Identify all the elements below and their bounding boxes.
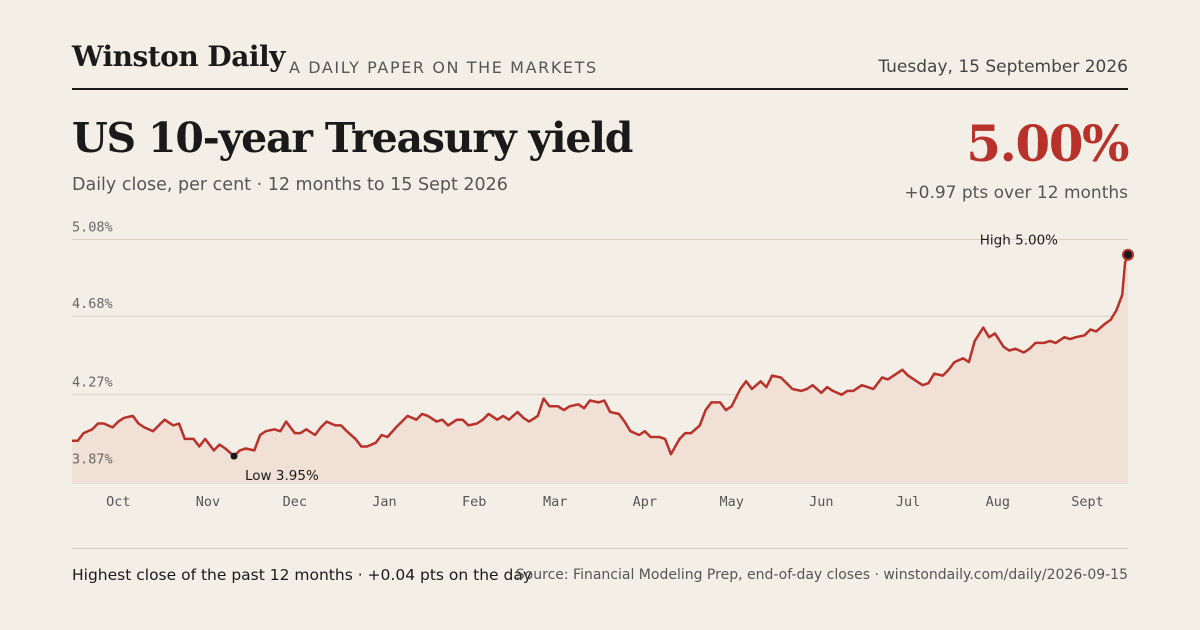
yield-area xyxy=(72,254,1128,483)
high-marker xyxy=(1122,248,1134,261)
x-tick-label: Mar xyxy=(543,494,567,510)
x-tick-label: Oct xyxy=(106,494,130,510)
masthead-tagline: A DAILY PAPER ON THE MARKETS xyxy=(289,58,598,77)
footer-source: Source: Financial Modeling Prep, end-of-… xyxy=(515,567,1128,583)
yield-change-12m: +0.97 pts over 12 months xyxy=(904,183,1128,203)
y-tick-label: 3.87% xyxy=(72,451,113,467)
x-tick-label: Jan xyxy=(372,494,396,510)
footer-note: Highest close of the past 12 months · +0… xyxy=(72,566,533,584)
chart-title: US 10-year Treasury yield xyxy=(72,114,633,162)
high-label: High 5.00% xyxy=(980,233,1058,249)
y-tick-label: 4.68% xyxy=(72,296,113,312)
annotations: Low 3.95% High 5.00% xyxy=(230,233,1134,484)
chart-subtitle: Daily close, per cent · 12 months to 15 … xyxy=(72,175,508,195)
y-tick-label: 4.27% xyxy=(72,375,113,391)
low-marker xyxy=(230,452,238,460)
y-axis-ticks: 3.87% 4.27% 4.68% 5.08% xyxy=(72,219,113,467)
x-tick-label: Nov xyxy=(196,494,220,510)
x-axis-ticks: Oct Nov Dec Jan Feb Mar Apr May Jun Jul Aug Sept xyxy=(106,494,1104,510)
x-tick-label: May xyxy=(719,494,743,510)
masthead-name: Winston Daily xyxy=(72,40,285,73)
x-tick-label: Aug xyxy=(986,494,1010,510)
yield-line xyxy=(72,254,1130,458)
masthead-rule xyxy=(72,88,1128,90)
x-tick-label: Apr xyxy=(633,494,657,510)
current-yield-value: 5.00% xyxy=(966,114,1129,173)
x-tick-label: Sept xyxy=(1071,494,1104,510)
x-tick-label: Jul xyxy=(896,494,920,510)
y-tick-label: 5.08% xyxy=(72,219,113,235)
low-label: Low 3.95% xyxy=(245,468,319,484)
x-tick-label: Dec xyxy=(283,494,307,510)
footer-rule xyxy=(72,548,1128,549)
masthead-date: Tuesday, 15 September 2026 xyxy=(878,57,1128,77)
x-tick-label: Jun xyxy=(809,494,833,510)
x-tick-label: Feb xyxy=(462,494,486,510)
